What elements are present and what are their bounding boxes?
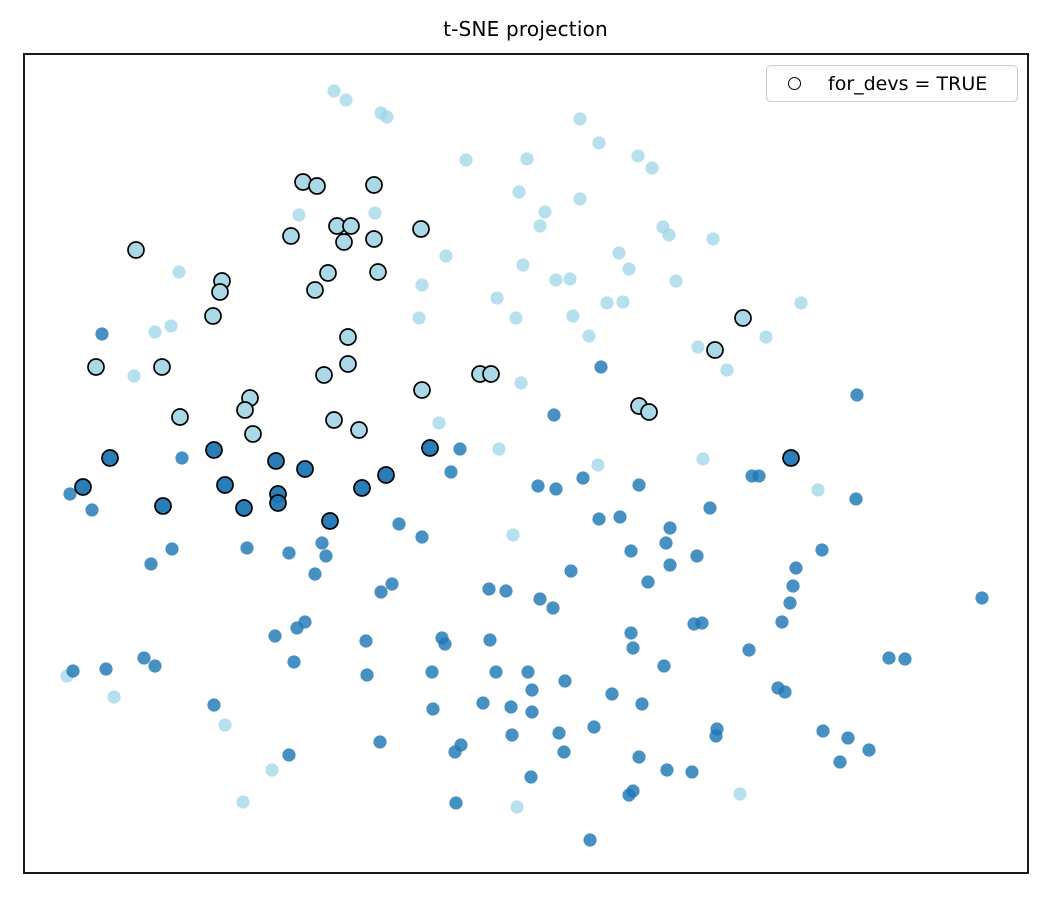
chart-title: t-SNE projection [443,17,608,41]
open-circle-marker-icon [788,77,801,90]
plot-area [23,53,1029,874]
legend-label: for_devs = TRUE [828,72,988,95]
legend: for_devs = TRUE [766,65,1018,102]
